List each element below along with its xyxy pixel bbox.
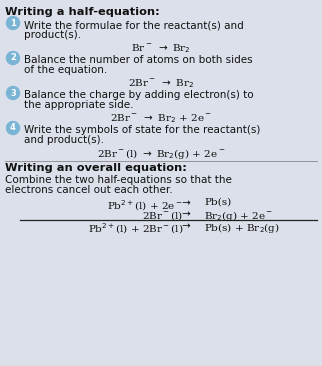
Text: Balance the number of atoms on both sides: Balance the number of atoms on both side…: [24, 55, 253, 65]
Circle shape: [6, 16, 20, 30]
Text: $\rightarrow$: $\rightarrow$: [179, 198, 191, 207]
Text: Balance the charge by adding electron(s) to: Balance the charge by adding electron(s)…: [24, 90, 254, 100]
Circle shape: [6, 52, 20, 64]
Text: $\rightarrow$: $\rightarrow$: [179, 209, 191, 218]
Text: of the equation.: of the equation.: [24, 65, 107, 75]
Text: Br$_2$(g) + 2e$^-$: Br$_2$(g) + 2e$^-$: [204, 209, 273, 223]
Text: electrons cancel out each other.: electrons cancel out each other.: [5, 185, 173, 195]
Text: 3: 3: [10, 89, 16, 97]
Text: Pb$^{2+}$(l) + 2e$^-$: Pb$^{2+}$(l) + 2e$^-$: [107, 198, 183, 213]
Text: Pb(s): Pb(s): [204, 198, 231, 207]
Text: and product(s).: and product(s).: [24, 135, 104, 145]
Text: Write the formulae for the reactant(s) and: Write the formulae for the reactant(s) a…: [24, 20, 244, 30]
Text: Writing an overall equation:: Writing an overall equation:: [5, 163, 187, 173]
Circle shape: [6, 86, 20, 100]
Text: Pb$^{2+}$(l) + 2Br$^-$(l): Pb$^{2+}$(l) + 2Br$^-$(l): [88, 221, 183, 236]
Text: 2Br$^-$ $\rightarrow$ Br$_2$ + 2e$^-$: 2Br$^-$ $\rightarrow$ Br$_2$ + 2e$^-$: [110, 112, 212, 125]
Text: 2Br$^-$(l): 2Br$^-$(l): [142, 209, 183, 222]
Text: the appropriate side.: the appropriate side.: [24, 100, 134, 110]
Text: 4: 4: [10, 123, 16, 132]
Text: Writing a half-equation:: Writing a half-equation:: [5, 7, 160, 17]
Text: Combine the two half-equations so that the: Combine the two half-equations so that t…: [5, 175, 232, 185]
Text: 2Br$^-$ $\rightarrow$ Br$_2$: 2Br$^-$ $\rightarrow$ Br$_2$: [128, 77, 194, 90]
Text: $\rightarrow$: $\rightarrow$: [179, 221, 191, 230]
Text: Write the symbols of state for the reactant(s): Write the symbols of state for the react…: [24, 125, 260, 135]
Text: Pb(s) + Br$_2$(g): Pb(s) + Br$_2$(g): [204, 221, 280, 235]
Text: 2: 2: [10, 53, 16, 63]
Circle shape: [6, 122, 20, 134]
Text: Br$^-$ $\rightarrow$ Br$_2$: Br$^-$ $\rightarrow$ Br$_2$: [131, 42, 191, 55]
Text: 1: 1: [10, 19, 16, 27]
Text: 2Br$^-$(l) $\rightarrow$ Br$_2$(g) + 2e$^-$: 2Br$^-$(l) $\rightarrow$ Br$_2$(g) + 2e$…: [97, 147, 225, 161]
Text: product(s).: product(s).: [24, 30, 81, 40]
